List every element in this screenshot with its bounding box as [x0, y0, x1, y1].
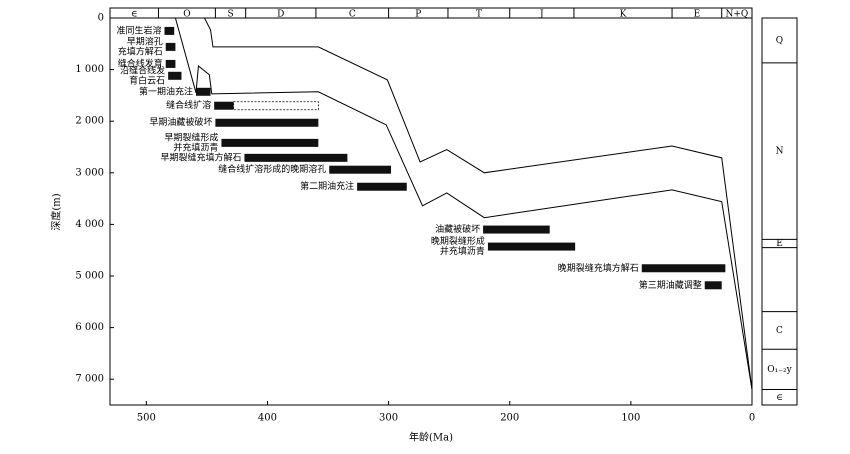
- period-label: O: [183, 10, 190, 20]
- event-label: 缝合线扩溶: [166, 99, 211, 111]
- strat-column: [761, 17, 798, 406]
- period-label: J: [539, 10, 544, 20]
- column-label: O₁₋₂y: [767, 365, 792, 375]
- event-bar-dashed: [233, 101, 319, 111]
- period-label: K: [620, 10, 627, 20]
- event-bar: [244, 153, 348, 162]
- event-bar: [165, 42, 176, 51]
- y-tick-label: 7 000: [75, 374, 104, 385]
- event-bar: [704, 281, 722, 290]
- period-label: C: [349, 10, 356, 20]
- period-label: ∈: [131, 10, 138, 20]
- y-tick-label: 6 000: [75, 322, 104, 333]
- event-bar: [196, 87, 211, 96]
- event-label: 晚期裂缝充填方解石: [558, 262, 639, 274]
- event-bar: [221, 138, 319, 147]
- event-label: 缝合线扩溶形成的晚期溶孔: [218, 163, 326, 175]
- plot-frame: [109, 7, 753, 406]
- y-tick-label: 1 000: [75, 64, 104, 75]
- column-label: N: [776, 147, 784, 157]
- x-tick-label: 200: [500, 413, 519, 424]
- event-bar: [357, 182, 407, 191]
- event-label: 充填方解石: [118, 45, 163, 57]
- y-tick-label: 5 000: [75, 271, 104, 282]
- event-bar: [487, 242, 576, 251]
- event-label: 缝合线发育: [118, 57, 163, 69]
- event-label: 第一期油充注: [139, 85, 193, 97]
- burial-curve: [204, 17, 753, 390]
- event-bar: [168, 71, 182, 80]
- x-tick-label: 0: [749, 413, 755, 424]
- column-label: ∈: [776, 393, 783, 403]
- y-tick-label: 2 000: [75, 116, 104, 127]
- x-tick-label: 500: [137, 413, 156, 424]
- column-label: E: [776, 239, 783, 249]
- x-axis-label: 年龄(Ma): [409, 431, 453, 444]
- period-label: D: [277, 10, 284, 20]
- event-label: 并充填沥青: [440, 245, 485, 257]
- burial-curve: [174, 17, 753, 390]
- event-label: 晚期裂缝形成: [431, 235, 485, 247]
- period-label: S: [227, 10, 233, 20]
- event-bar: [214, 101, 234, 110]
- period-label: P: [415, 10, 421, 20]
- x-tick-label: 100: [621, 413, 640, 424]
- column-label: C: [776, 326, 783, 336]
- event-label: 并充填沥青: [173, 141, 218, 153]
- period-label: N+Q: [725, 10, 748, 20]
- event-bar: [164, 26, 175, 35]
- event-label: 育白云石: [129, 74, 165, 86]
- event-label: 第三期油藏调整: [639, 279, 702, 291]
- event-label: 早期裂缝形成: [164, 131, 218, 143]
- y-tick-label: 0: [98, 13, 104, 24]
- x-tick-label: 300: [379, 413, 398, 424]
- event-label: 第二期油充注: [300, 180, 354, 192]
- period-label: E: [694, 10, 701, 20]
- event-label: 沿缝合线发: [120, 64, 165, 76]
- event-bar: [483, 225, 550, 234]
- event-label: 早期裂缝充填方解石: [160, 151, 241, 163]
- event-label: 油藏被破坏: [435, 223, 480, 235]
- y-axis-label: 深度(m): [50, 193, 63, 230]
- event-label: 早期油藏被破坏: [149, 116, 212, 128]
- event-label: 早期溶孔: [127, 35, 163, 47]
- y-tick-label: 4 000: [75, 219, 104, 230]
- event-label: 准同生岩溶: [116, 24, 161, 36]
- x-tick-label: 400: [258, 413, 277, 424]
- event-bar: [215, 118, 319, 127]
- event-bar: [329, 165, 392, 174]
- y-tick-label: 3 000: [75, 167, 104, 178]
- event-bar: [641, 264, 726, 273]
- event-bar: [165, 59, 176, 68]
- column-label: Q: [776, 36, 783, 46]
- period-label: T: [476, 10, 482, 20]
